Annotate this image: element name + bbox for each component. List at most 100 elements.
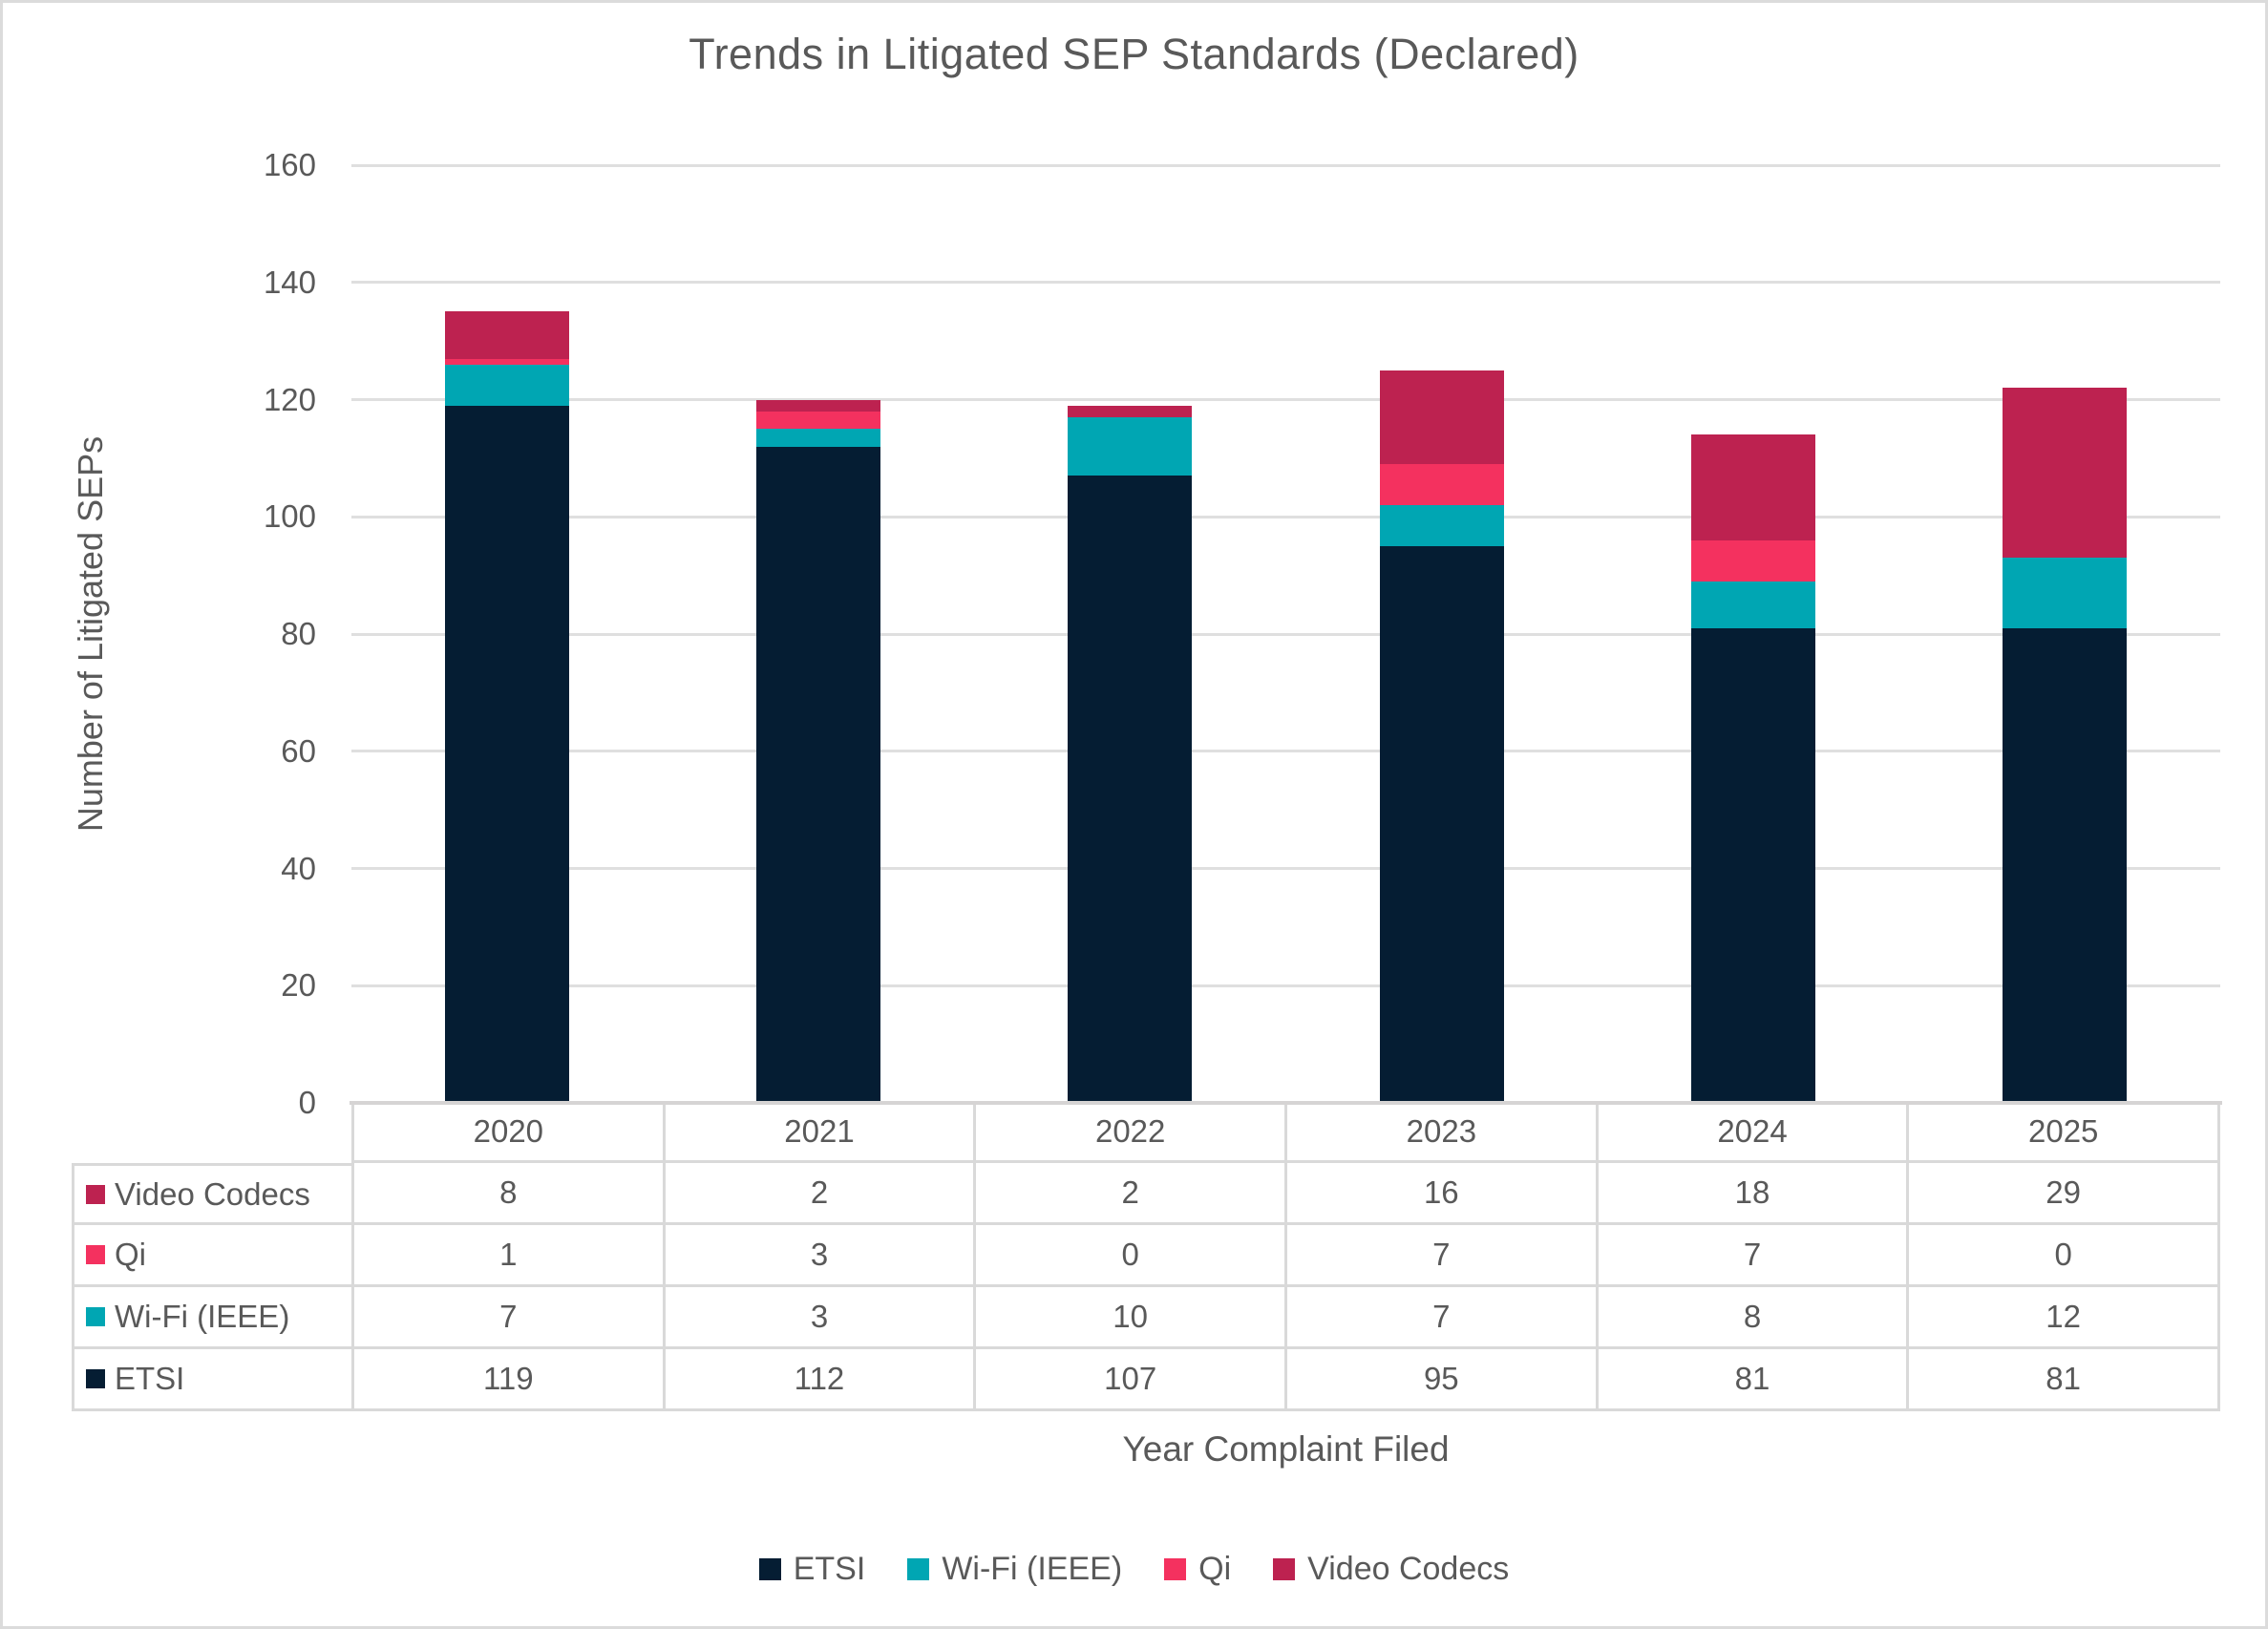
- table-value-2022-video-codecs: 2: [976, 1163, 1287, 1225]
- table-value-2022-etsi: 107: [976, 1349, 1287, 1411]
- bar-segment-2023-wi-fi-ieee-: [1379, 504, 1504, 546]
- series-swatch-icon: [86, 1307, 105, 1326]
- bar-segment-2022-etsi: [1068, 476, 1193, 1103]
- gridline-60: [351, 750, 2220, 753]
- bar-segment-2023-video-codecs: [1379, 370, 1504, 465]
- table-value-2024-video-codecs: 18: [1598, 1163, 1910, 1225]
- legend-label: Wi-Fi (IEEE): [942, 1550, 1123, 1587]
- bar-segment-2021-video-codecs: [756, 399, 881, 412]
- legend: ETSI Wi-Fi (IEEE) Qi Video Codecs: [3, 1546, 2265, 1592]
- bar-2020: [445, 165, 570, 1103]
- table-year-header-2024: 2024: [1598, 1103, 1910, 1163]
- series-swatch-icon: [86, 1245, 105, 1264]
- y-tick-label-20: 20: [281, 967, 316, 1004]
- bar-segment-2024-wi-fi-ieee-: [1690, 581, 1815, 628]
- table-value-2021-etsi: 112: [665, 1349, 977, 1411]
- table-year-header-2022: 2022: [976, 1103, 1288, 1163]
- series-swatch-icon: [86, 1369, 105, 1388]
- bar-2023: [1379, 165, 1504, 1103]
- table-value-2021-video-codecs: 2: [665, 1163, 977, 1225]
- bar-segment-2020-wi-fi-ieee-: [445, 364, 570, 406]
- bar-2022: [1068, 165, 1193, 1103]
- series-name: Wi-Fi (IEEE): [115, 1299, 290, 1334]
- y-tick-label-80: 80: [281, 616, 316, 651]
- table-value-2020-wi-fi-ieee-: 7: [354, 1287, 666, 1349]
- gridline-140: [351, 281, 2220, 285]
- gridline-40: [351, 867, 2220, 870]
- bar-segment-2020-etsi: [445, 405, 570, 1103]
- legend-swatch-icon: [1164, 1557, 1187, 1580]
- table-value-2023-etsi: 95: [1286, 1349, 1599, 1411]
- series-name: ETSI: [115, 1361, 185, 1396]
- table-value-2024-etsi: 81: [1598, 1349, 1910, 1411]
- legend-label: Video Codecs: [1307, 1550, 1510, 1587]
- table-row-label-qi: Qi: [72, 1225, 351, 1287]
- bar-segment-2022-wi-fi-ieee-: [1068, 416, 1193, 476]
- gridline-80: [351, 632, 2220, 636]
- series-name: Video Codecs: [115, 1175, 310, 1212]
- legend-item-wi-fi-ieee-: Wi-Fi (IEEE): [907, 1551, 1122, 1588]
- table-value-2024-qi: 7: [1598, 1225, 1910, 1287]
- table-row-label-wi-fi-ieee-: Wi-Fi (IEEE): [72, 1287, 351, 1349]
- legend-swatch-icon: [907, 1557, 930, 1580]
- y-tick-label-40: 40: [281, 850, 316, 886]
- table-year-header-2025: 2025: [1909, 1103, 2221, 1163]
- legend-label: ETSI: [793, 1550, 866, 1587]
- y-tick-label-0: 0: [298, 1085, 316, 1120]
- series-swatch-icon: [86, 1184, 105, 1204]
- bar-segment-2023-qi: [1379, 464, 1504, 505]
- bar-segment-2025-video-codecs: [2002, 388, 2127, 559]
- legend-item-etsi: ETSI: [758, 1550, 866, 1588]
- bar-segment-2024-qi: [1690, 539, 1815, 582]
- plot-area: [351, 163, 2220, 1103]
- table-value-2025-wi-fi-ieee-: 12: [1909, 1287, 2220, 1349]
- legend-swatch-icon: [758, 1557, 781, 1580]
- gridline-20: [351, 984, 2220, 987]
- bar-segment-2025-etsi: [2002, 627, 2127, 1103]
- table-value-2024-wi-fi-ieee-: 8: [1598, 1287, 1910, 1349]
- bar-segment-2021-qi: [756, 411, 881, 430]
- table-value-2023-wi-fi-ieee-: 7: [1286, 1287, 1599, 1349]
- bar-segment-2023-etsi: [1379, 545, 1504, 1103]
- table-value-2023-video-codecs: 16: [1286, 1163, 1599, 1225]
- table-year-header-2020: 2020: [351, 1103, 666, 1163]
- bar-segment-2020-qi: [445, 358, 570, 365]
- bar-segment-2024-etsi: [1690, 627, 1815, 1103]
- gridline-120: [351, 398, 2220, 401]
- bar-2025: [2002, 165, 2127, 1103]
- table-year-header-row: 2020 2021 2022 2023 2024 2025: [351, 1103, 2221, 1163]
- y-tick-label-120: 120: [263, 381, 316, 417]
- table-value-2020-qi: 1: [354, 1225, 666, 1287]
- bar-segment-2021-wi-fi-ieee-: [756, 429, 881, 447]
- series-name: Qi: [115, 1237, 146, 1272]
- table-series-label-column: Video Codecs Qi Wi-Fi (IEEE) ETSI: [72, 1163, 351, 1411]
- bar-2024: [1690, 165, 1815, 1103]
- gridline-100: [351, 515, 2220, 518]
- table-value-2022-qi: 0: [976, 1225, 1287, 1287]
- table-value-2023-qi: 7: [1286, 1225, 1599, 1287]
- bar-segment-2022-video-codecs: [1068, 405, 1193, 417]
- x-axis-line: [350, 1101, 2222, 1105]
- table-row-label-etsi: ETSI: [72, 1349, 351, 1411]
- table-year-header-2023: 2023: [1287, 1103, 1599, 1163]
- table-value-2020-video-codecs: 8: [354, 1163, 666, 1225]
- legend-label: Qi: [1198, 1550, 1232, 1587]
- table-value-2021-wi-fi-ieee-: 3: [665, 1287, 977, 1349]
- table-year-header-2021: 2021: [665, 1103, 977, 1163]
- bar-segment-2024-video-codecs: [1690, 434, 1815, 540]
- legend-swatch-icon: [1273, 1557, 1296, 1580]
- bar-segment-2025-wi-fi-ieee-: [2002, 558, 2127, 628]
- bar-2021: [756, 165, 881, 1103]
- y-tick-label-100: 100: [263, 498, 316, 535]
- y-tick-label-140: 140: [263, 264, 316, 300]
- bar-segment-2021-etsi: [756, 446, 881, 1103]
- gridline-160: [351, 163, 2220, 167]
- table-data-grid: 8 2 2 16 18 29 1 3 0 7 7 0 7 3 10 7 8 12 119 112 107 95 81 81: [351, 1163, 2220, 1411]
- table-row-label-video-codecs: Video Codecs: [72, 1163, 351, 1225]
- table-value-2022-wi-fi-ieee-: 10: [976, 1287, 1287, 1349]
- table-value-2021-qi: 3: [665, 1225, 977, 1287]
- legend-item-qi: Qi: [1164, 1551, 1231, 1588]
- y-tick-label-60: 60: [281, 732, 316, 769]
- y-tick-label-160: 160: [263, 147, 316, 182]
